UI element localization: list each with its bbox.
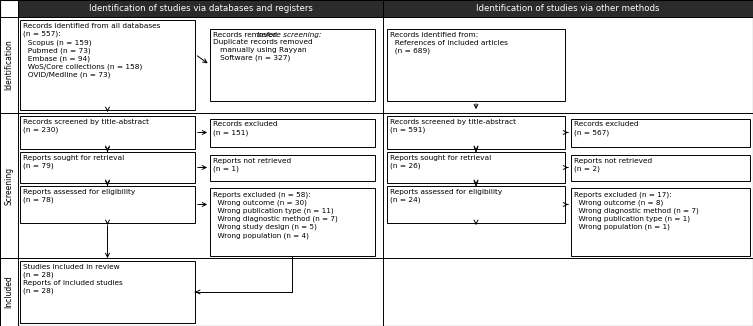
FancyBboxPatch shape bbox=[210, 188, 375, 256]
Text: Reports not retrieved
(n = 1): Reports not retrieved (n = 1) bbox=[213, 157, 291, 172]
Text: Records identified from:
  References of included articles
  (n = 689): Records identified from: References of i… bbox=[390, 32, 508, 54]
Text: Records identified from all databases
(n = 557):
  Scopus (n = 159)
  Pubmed (n : Records identified from all databases (n… bbox=[23, 23, 160, 79]
FancyBboxPatch shape bbox=[387, 186, 565, 223]
FancyBboxPatch shape bbox=[387, 116, 565, 149]
Text: Reports assessed for eligibility
(n = 24): Reports assessed for eligibility (n = 24… bbox=[390, 189, 502, 203]
FancyBboxPatch shape bbox=[0, 113, 18, 258]
Text: before screening:: before screening: bbox=[257, 32, 322, 38]
Text: Records removed: Records removed bbox=[213, 32, 279, 38]
Text: Duplicate records removed
   manually using Rayyan
   Software (n = 327): Duplicate records removed manually using… bbox=[213, 39, 312, 61]
Text: Reports sought for retrieval
(n = 26): Reports sought for retrieval (n = 26) bbox=[390, 155, 491, 169]
FancyBboxPatch shape bbox=[0, 17, 18, 113]
FancyBboxPatch shape bbox=[387, 29, 565, 101]
FancyBboxPatch shape bbox=[383, 0, 753, 17]
Text: Screening: Screening bbox=[5, 167, 14, 204]
FancyBboxPatch shape bbox=[18, 0, 383, 17]
Text: Records screened by title-abstract
(n = 230): Records screened by title-abstract (n = … bbox=[23, 119, 149, 133]
Text: Records screened by title-abstract
(n = 591): Records screened by title-abstract (n = … bbox=[390, 119, 516, 133]
FancyBboxPatch shape bbox=[20, 116, 195, 149]
Text: Identification of studies via other methods: Identification of studies via other meth… bbox=[476, 4, 660, 13]
FancyBboxPatch shape bbox=[387, 152, 565, 183]
Text: Records excluded
(n = 151): Records excluded (n = 151) bbox=[213, 122, 278, 136]
Text: Reports excluded (n = 58):
  Wrong outcome (n = 30)
  Wrong publication type (n : Reports excluded (n = 58): Wrong outcome… bbox=[213, 191, 338, 239]
Text: Reports excluded (n = 17):
  Wrong outcome (n = 8)
  Wrong diagnostic method (n : Reports excluded (n = 17): Wrong outcome… bbox=[574, 191, 699, 230]
FancyBboxPatch shape bbox=[20, 152, 195, 183]
Text: Identification: Identification bbox=[5, 40, 14, 90]
FancyBboxPatch shape bbox=[210, 118, 375, 146]
FancyBboxPatch shape bbox=[210, 155, 375, 181]
Text: Reports not retrieved
(n = 2): Reports not retrieved (n = 2) bbox=[574, 157, 652, 172]
Text: Identification of studies via databases and registers: Identification of studies via databases … bbox=[89, 4, 312, 13]
Text: Reports sought for retrieval
(n = 79): Reports sought for retrieval (n = 79) bbox=[23, 155, 124, 169]
FancyBboxPatch shape bbox=[571, 118, 750, 146]
Text: Records excluded
(n = 567): Records excluded (n = 567) bbox=[574, 122, 639, 136]
Text: Included: Included bbox=[5, 275, 14, 308]
Text: Studies included in review
(n = 28)
Reports of included studies
(n = 28): Studies included in review (n = 28) Repo… bbox=[23, 264, 123, 294]
FancyBboxPatch shape bbox=[210, 29, 375, 101]
FancyBboxPatch shape bbox=[20, 20, 195, 110]
FancyBboxPatch shape bbox=[0, 258, 18, 326]
Text: Reports assessed for eligibility
(n = 78): Reports assessed for eligibility (n = 78… bbox=[23, 189, 136, 203]
FancyBboxPatch shape bbox=[571, 155, 750, 181]
FancyBboxPatch shape bbox=[571, 188, 750, 256]
FancyBboxPatch shape bbox=[20, 186, 195, 223]
FancyBboxPatch shape bbox=[20, 261, 195, 323]
